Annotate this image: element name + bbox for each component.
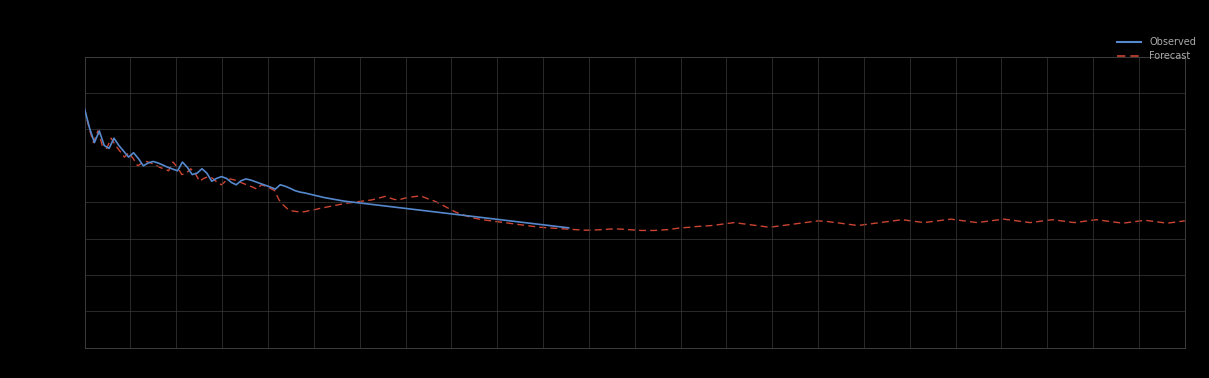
Legend: Observed, Forecast: Observed, Forecast (1115, 35, 1198, 63)
